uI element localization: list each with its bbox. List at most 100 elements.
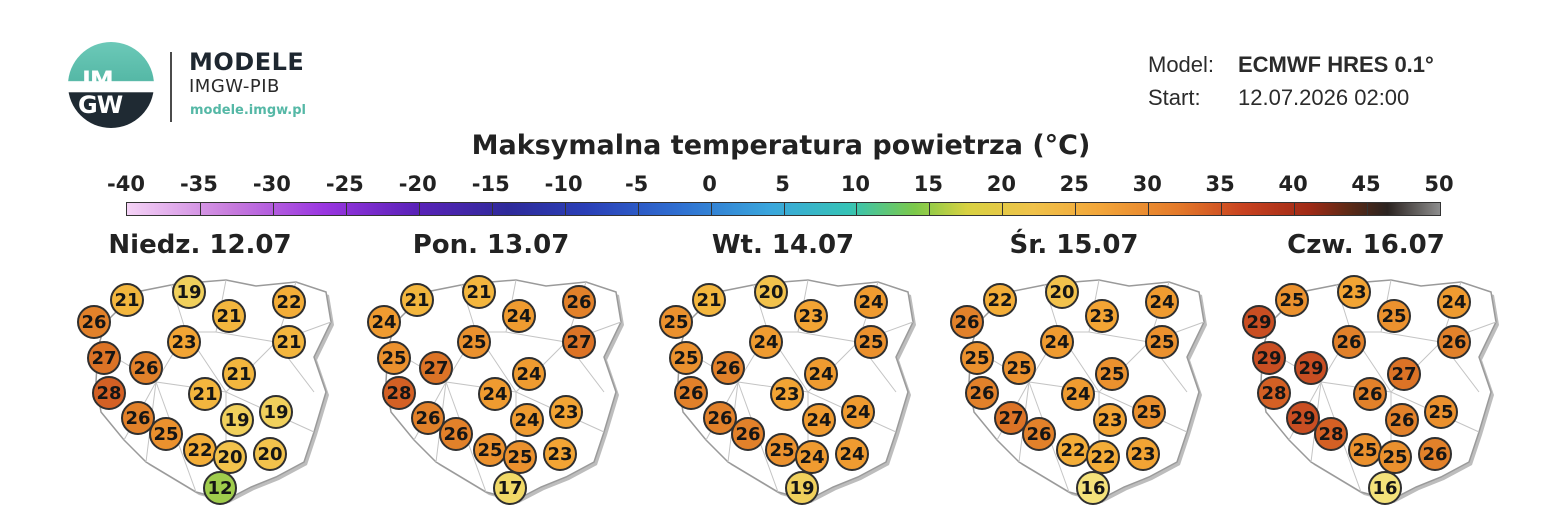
temperature-marker: 19 bbox=[259, 395, 293, 429]
temperature-marker: 24 bbox=[478, 377, 512, 411]
colorbar-tick: 45 bbox=[1351, 172, 1381, 196]
forecast-map: 21 21 26 24 24 27 25 25 27 24 28 24 26 24 23 26 25 25 23 17 bbox=[366, 262, 636, 512]
temperature-marker: 19 bbox=[220, 403, 254, 437]
colorbar-tick: 5 bbox=[775, 172, 790, 196]
temperature-marker: 25 bbox=[765, 433, 799, 467]
day-label: Śr. 15.07 bbox=[1009, 230, 1139, 260]
colorbar-tick: -5 bbox=[624, 172, 649, 196]
temperature-marker: 25 bbox=[1377, 299, 1411, 333]
model-label: Model: bbox=[1148, 52, 1215, 77]
temperature-marker: 26 bbox=[1022, 417, 1056, 451]
temperature-marker: 26 bbox=[411, 401, 445, 435]
temperature-marker: 21 bbox=[110, 283, 144, 317]
temperature-marker: 23 bbox=[1093, 403, 1127, 437]
temperature-marker: 23 bbox=[1085, 299, 1119, 333]
temperature-marker: 25 bbox=[457, 325, 491, 359]
temperature-marker: 21 bbox=[222, 357, 256, 391]
temperature-marker: 23 bbox=[794, 299, 828, 333]
temperature-marker: 24 bbox=[510, 403, 544, 437]
temperature-marker: 23 bbox=[543, 437, 577, 471]
temperature-marker: 26 bbox=[731, 417, 765, 451]
temperature-marker: 24 bbox=[841, 395, 875, 429]
colorbar-separator bbox=[783, 203, 785, 215]
temperature-marker: 16 bbox=[1076, 471, 1110, 505]
temperature-marker: 25 bbox=[1348, 433, 1382, 467]
temperature-marker: 21 bbox=[400, 283, 434, 317]
colorbar-separator bbox=[856, 203, 858, 215]
temperature-marker: 29 bbox=[1252, 341, 1286, 375]
forecast-map: 22 20 24 26 23 25 24 25 25 25 26 24 27 23 25 26 22 22 23 16 bbox=[949, 262, 1219, 512]
colorbar-tick: -20 bbox=[398, 172, 437, 196]
temperature-marker: 24 bbox=[367, 305, 401, 339]
model-info: Model: ECMWF HRES 0.1° Start: 12.07.2026… bbox=[1148, 52, 1434, 118]
temperature-marker: 26 bbox=[1332, 325, 1366, 359]
temperature-marker: 27 bbox=[1387, 357, 1421, 391]
temperature-marker: 25 bbox=[659, 305, 693, 339]
logo-text-top: IM bbox=[82, 66, 114, 94]
temperature-marker: 21 bbox=[692, 283, 726, 317]
day-label: Niedz. 12.07 bbox=[108, 230, 292, 260]
colorbar-tick: -35 bbox=[179, 172, 218, 196]
temperature-marker: 21 bbox=[462, 275, 496, 309]
colorbar-tick: 40 bbox=[1278, 172, 1308, 196]
colorbar-separator bbox=[1294, 203, 1296, 215]
model-value: ECMWF HRES 0.1° bbox=[1238, 52, 1434, 77]
forecast-map: 21 20 24 25 23 25 24 25 26 24 26 23 26 24 24 26 25 24 24 19 bbox=[658, 262, 928, 512]
temperature-marker: 22 bbox=[183, 433, 217, 467]
temperature-marker: 24 bbox=[749, 325, 783, 359]
colorbar-separator bbox=[1221, 203, 1223, 215]
temperature-marker: 26 bbox=[77, 305, 111, 339]
temperature-marker: 25 bbox=[1002, 351, 1036, 385]
temperature-marker: 20 bbox=[213, 440, 247, 474]
temperature-marker: 24 bbox=[502, 299, 536, 333]
temperature-marker: 25 bbox=[1275, 283, 1309, 317]
temperature-marker: 24 bbox=[1437, 285, 1471, 319]
forecast-map: 25 23 24 29 25 26 26 29 29 27 28 26 29 26 25 28 25 25 26 16 bbox=[1241, 262, 1511, 512]
temperature-marker: 12 bbox=[203, 471, 237, 505]
colorbar-separator bbox=[710, 203, 712, 215]
colorbar-tick: 15 bbox=[913, 172, 943, 196]
temperature-marker: 22 bbox=[1056, 433, 1090, 467]
temperature-marker: 21 bbox=[188, 377, 222, 411]
temperature-marker: 17 bbox=[493, 471, 527, 505]
temperature-marker: 25 bbox=[1132, 395, 1166, 429]
colorbar-tick: 10 bbox=[840, 172, 871, 196]
colorbar-separator bbox=[1002, 203, 1004, 215]
brand-url-link[interactable]: modele.imgw.pl bbox=[190, 103, 306, 118]
colorbar-tick: 25 bbox=[1059, 172, 1089, 196]
colorbar-tick: -30 bbox=[252, 172, 291, 196]
header-divider bbox=[170, 52, 172, 122]
temperature-marker: 24 bbox=[835, 437, 869, 471]
logo-text-bottom: GW bbox=[78, 91, 123, 119]
temperature-marker: 25 bbox=[669, 341, 703, 375]
temperature-marker: 23 bbox=[770, 377, 804, 411]
day-label: Czw. 16.07 bbox=[1287, 230, 1445, 260]
temperature-marker: 28 bbox=[1257, 376, 1291, 410]
start-value: 12.07.2026 02:00 bbox=[1238, 85, 1410, 110]
start-label: Start: bbox=[1148, 85, 1201, 110]
temperature-colorbar bbox=[126, 202, 1441, 216]
temperature-marker: 29 bbox=[1242, 305, 1276, 339]
temperature-marker: 26 bbox=[1437, 325, 1471, 359]
temperature-marker: 25 bbox=[1424, 395, 1458, 429]
colorbar-separator bbox=[564, 203, 566, 215]
temperature-marker: 24 bbox=[1040, 325, 1074, 359]
temperature-marker: 26 bbox=[1385, 403, 1419, 437]
temperature-marker: 28 bbox=[1314, 417, 1348, 451]
temperature-marker: 28 bbox=[92, 376, 126, 410]
imgw-logo: IM GW bbox=[68, 42, 154, 128]
temperature-marker: 27 bbox=[419, 351, 453, 385]
day-label: Wt. 14.07 bbox=[711, 230, 855, 260]
colorbar-tick: 20 bbox=[986, 172, 1016, 196]
temperature-marker: 25 bbox=[1145, 325, 1179, 359]
temperature-marker: 22 bbox=[983, 283, 1017, 317]
temperature-marker: 24 bbox=[802, 403, 836, 437]
temperature-marker: 20 bbox=[253, 437, 287, 471]
colorbar-separator bbox=[491, 203, 493, 215]
temperature-marker: 28 bbox=[382, 376, 416, 410]
temperature-marker: 22 bbox=[272, 285, 306, 319]
colorbar-tick: -25 bbox=[325, 172, 364, 196]
colorbar-separator bbox=[929, 203, 931, 215]
temperature-marker: 26 bbox=[965, 376, 999, 410]
temperature-marker: 25 bbox=[377, 341, 411, 375]
